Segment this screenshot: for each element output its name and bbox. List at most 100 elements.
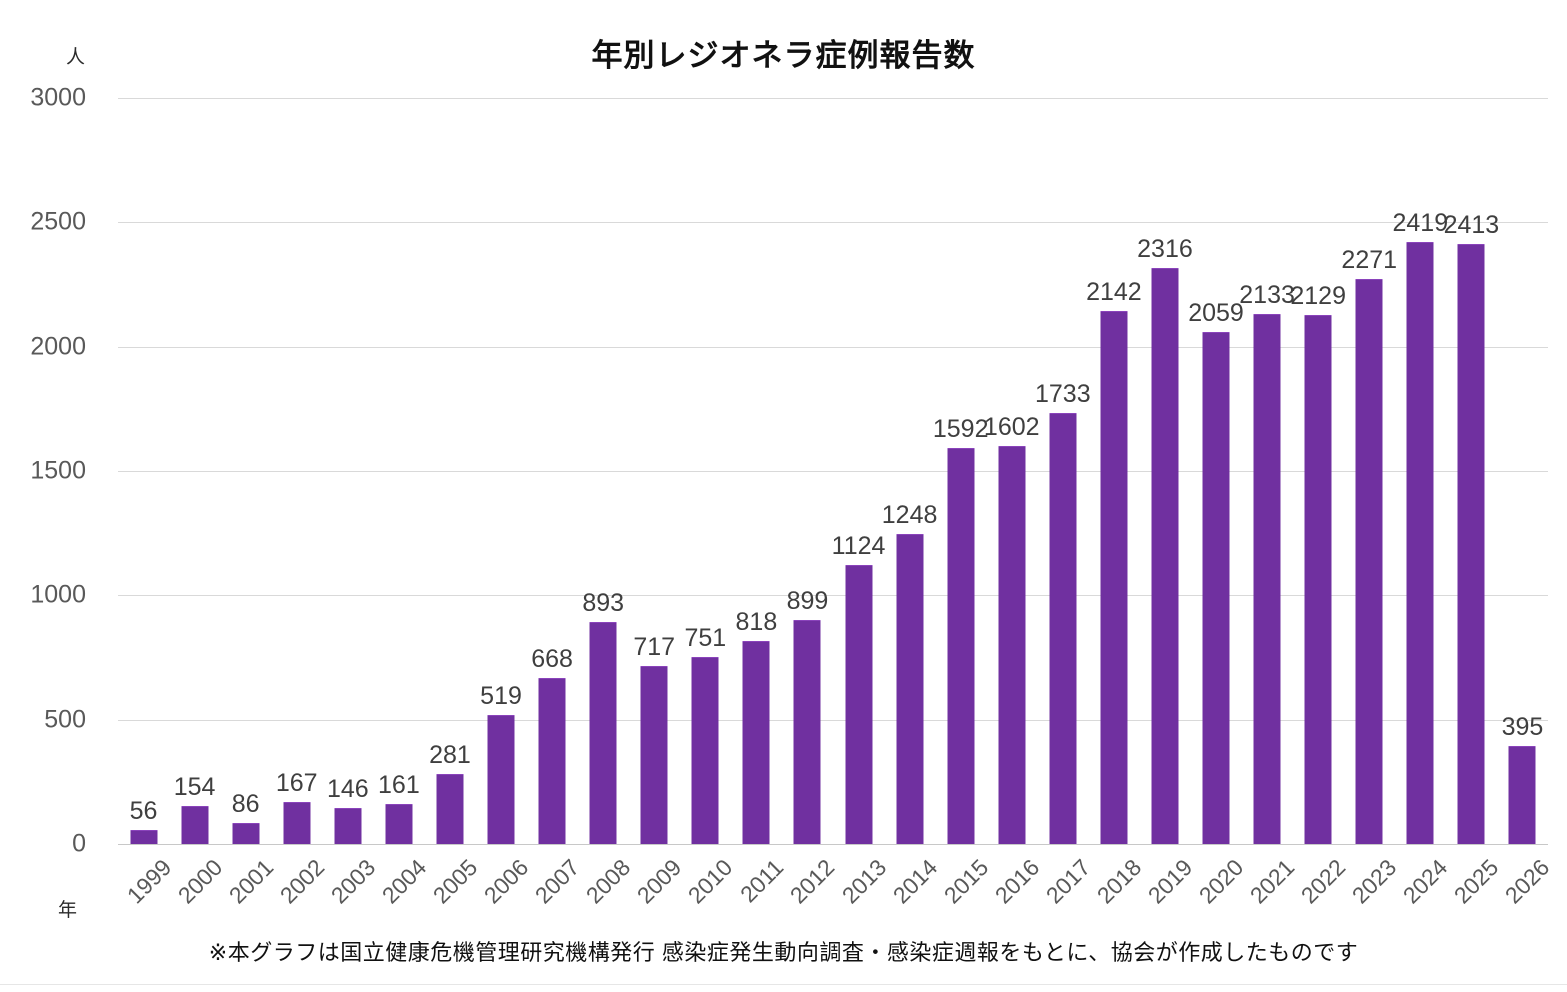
bar[interactable] (181, 805, 209, 844)
x-axis-tick-label: 2008 (580, 854, 636, 909)
x-axis-tick-label: 2009 (632, 854, 687, 909)
plot-area: 0 500 1000 1500 2000 2500 3000 56 154 86 167 146 16… (30, 84, 1548, 858)
x-axis-tick-label: 2004 (376, 854, 432, 909)
bar[interactable] (845, 564, 873, 844)
x-axis-tick-label: 2005 (427, 854, 483, 909)
bar[interactable] (1100, 311, 1128, 844)
bar[interactable] (640, 665, 668, 844)
bar-group[interactable]: 751 (680, 98, 731, 844)
bar-value-label: 751 (684, 624, 727, 653)
x-axis-tick-label: 2015 (938, 854, 994, 909)
bar-group[interactable]: 1733 (1035, 98, 1091, 844)
bar[interactable] (436, 774, 464, 844)
bar-value-label: 86 (231, 789, 260, 818)
bar-value-label: 1602 (983, 412, 1040, 441)
x-axis-tick-label: 2001 (223, 854, 279, 909)
bar-value-label: 56 (129, 797, 158, 826)
bar-value-label: 899 (786, 587, 829, 616)
bar-group[interactable]: 146 (322, 98, 373, 844)
page-bottom-divider (0, 984, 1567, 985)
bar-group[interactable]: 281 (424, 98, 475, 844)
bar-group[interactable]: 668 (527, 98, 578, 844)
x-axis-tick-label: 2011 (735, 854, 789, 908)
gridline (118, 222, 1548, 224)
bar-group[interactable]: 1602 (983, 98, 1040, 844)
bar-value-label: 1733 (1035, 380, 1091, 409)
bar[interactable] (283, 802, 311, 844)
bar-value-label: 2059 (1188, 299, 1244, 327)
bar-group[interactable]: 818 (731, 98, 782, 844)
bar-group[interactable]: 154 (169, 98, 220, 844)
bar[interactable] (793, 620, 821, 844)
bar-value-label: 519 (480, 681, 522, 710)
bar-value-label: 167 (275, 769, 318, 798)
bar[interactable] (1202, 332, 1230, 844)
x-axis-tick-label: 2017 (1040, 854, 1096, 909)
bar-group[interactable]: 2419 (1393, 98, 1448, 844)
bar-series: 56 154 86 167 146 161 281 519 668 893 717 751 818 899… (118, 98, 1548, 844)
bar-group[interactable]: 893 (578, 98, 629, 844)
bar[interactable] (1406, 242, 1434, 844)
bar[interactable] (998, 445, 1026, 844)
bar-value-label: 146 (326, 774, 369, 803)
x-axis-tick-labels: 1999 2000 2001 2002 2003 2004 2005 2006 2007 2008… (118, 848, 1554, 918)
bar-group[interactable]: 2129 (1290, 98, 1346, 844)
bar-group[interactable]: 2133 (1239, 98, 1295, 844)
chart-footnote: ※本グラフは国立健康危機管理研究機構発行 感染症発生動向調査・感染症週報をもとに… (208, 940, 1359, 965)
bar[interactable] (538, 677, 566, 844)
bar-value-label: 154 (173, 772, 216, 801)
y-axis-tick-label: 0 (72, 829, 86, 858)
bar[interactable] (1355, 279, 1383, 844)
x-axis-tick-label: 2023 (1347, 854, 1402, 909)
x-axis-tick-label: 2003 (325, 854, 381, 909)
bar-group[interactable]: 2059 (1188, 98, 1244, 844)
bar-value-label: 1124 (831, 531, 886, 560)
bar-value-label: 2316 (1137, 235, 1193, 264)
bar[interactable] (130, 830, 158, 844)
bar[interactable] (385, 803, 413, 844)
x-axis-tick-label: 2026 (1500, 854, 1555, 909)
bar[interactable] (1253, 313, 1281, 844)
bar-group[interactable]: 899 (782, 98, 833, 844)
bar-group[interactable]: 86 (220, 98, 271, 844)
bar[interactable] (1508, 745, 1536, 844)
gridline (118, 844, 1548, 845)
bar[interactable] (742, 640, 770, 844)
bar[interactable] (1049, 413, 1077, 844)
x-axis-tick-label: 2012 (785, 854, 840, 909)
bar-group[interactable]: 1124 (831, 98, 886, 844)
bar-group[interactable]: 1248 (882, 98, 937, 844)
bar-group[interactable]: 519 (476, 98, 527, 844)
bar-group[interactable]: 2142 (1086, 98, 1142, 844)
bar[interactable] (1304, 314, 1332, 844)
bar-group[interactable]: 1592 (933, 98, 988, 844)
bar[interactable] (232, 822, 260, 844)
bar[interactable] (691, 657, 719, 844)
bar[interactable] (589, 621, 617, 844)
y-axis-tick-label: 500 (44, 705, 86, 734)
bar-group[interactable]: 717 (629, 98, 680, 844)
x-axis-tick-label: 2019 (1142, 854, 1198, 909)
gridline (118, 471, 1548, 472)
bar[interactable] (896, 533, 924, 844)
x-axis-tick-label: 2014 (887, 854, 942, 909)
bar-group[interactable]: 2413 (1444, 98, 1499, 844)
x-axis-tick-label: 2025 (1449, 854, 1504, 909)
bar-group[interactable]: 161 (373, 98, 424, 844)
bar-group[interactable]: 395 (1497, 98, 1548, 844)
bar[interactable] (1457, 243, 1485, 844)
gridline (118, 346, 1548, 348)
bar[interactable] (334, 807, 362, 844)
bar-value-label: 161 (378, 770, 420, 799)
gridline (118, 98, 1548, 99)
bar-group[interactable]: 56 (118, 98, 169, 844)
bar[interactable] (487, 714, 515, 844)
x-axis-tick-label: 1999 (121, 854, 176, 909)
bar[interactable] (947, 448, 975, 844)
bar[interactable] (1151, 268, 1179, 844)
y-axis-tick-label: 2500 (30, 207, 86, 236)
bar-group[interactable]: 2316 (1137, 98, 1193, 844)
bar-group[interactable]: 2271 (1341, 98, 1397, 844)
bar-group[interactable]: 167 (271, 98, 322, 844)
